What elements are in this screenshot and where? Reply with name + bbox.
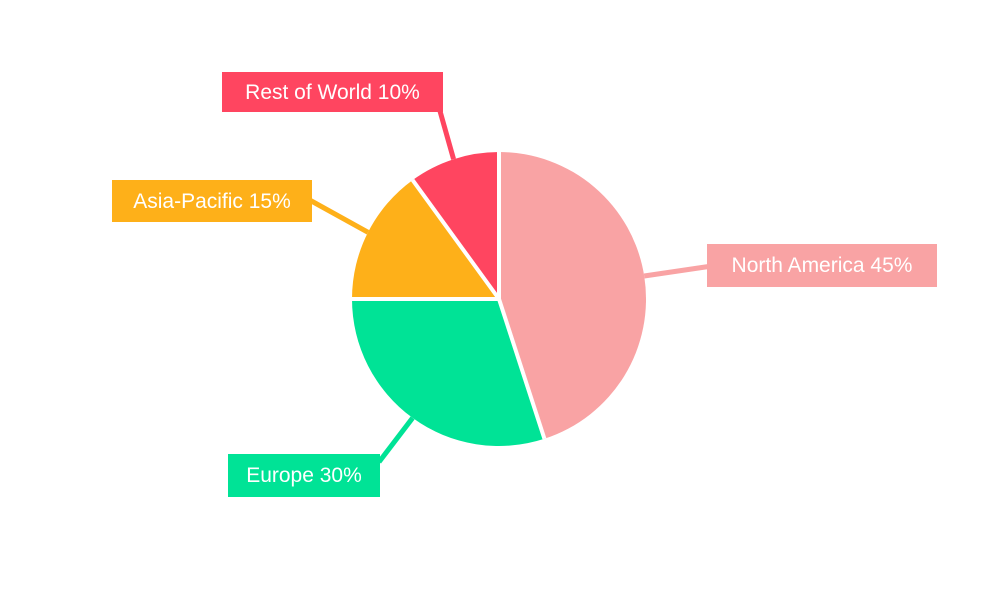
callout-europe-label: Europe 30%: [246, 464, 362, 487]
callout-north-america-label: North America 45%: [731, 254, 913, 277]
callout-asia-pacific-label: Asia-Pacific 15%: [133, 189, 291, 213]
callout-north-america: North America 45%: [707, 244, 937, 287]
callout-asia-pacific: Asia-Pacific 15%: [112, 180, 312, 222]
slice-divider-3: [410, 178, 501, 301]
callout-rest-of-world-label: Rest of World 10%: [245, 80, 420, 104]
leader-line-asia-pacific: [304, 195, 370, 235]
leader-line-north-america: [643, 263, 713, 279]
callout-rest-of-world: Rest of World 10%: [222, 72, 443, 112]
leader-line-rest-of-world: [435, 103, 456, 160]
pie-slice-rest-of-world[interactable]: [412, 152, 499, 299]
slice-divider-1: [497, 298, 547, 440]
pie-slice-europe[interactable]: [352, 299, 545, 447]
leader-line-europe: [377, 416, 415, 464]
pie-slice-north-america[interactable]: [499, 152, 647, 439]
callout-europe: Europe 30%: [228, 454, 380, 497]
pie-slice-asia-pacific[interactable]: [352, 180, 499, 299]
